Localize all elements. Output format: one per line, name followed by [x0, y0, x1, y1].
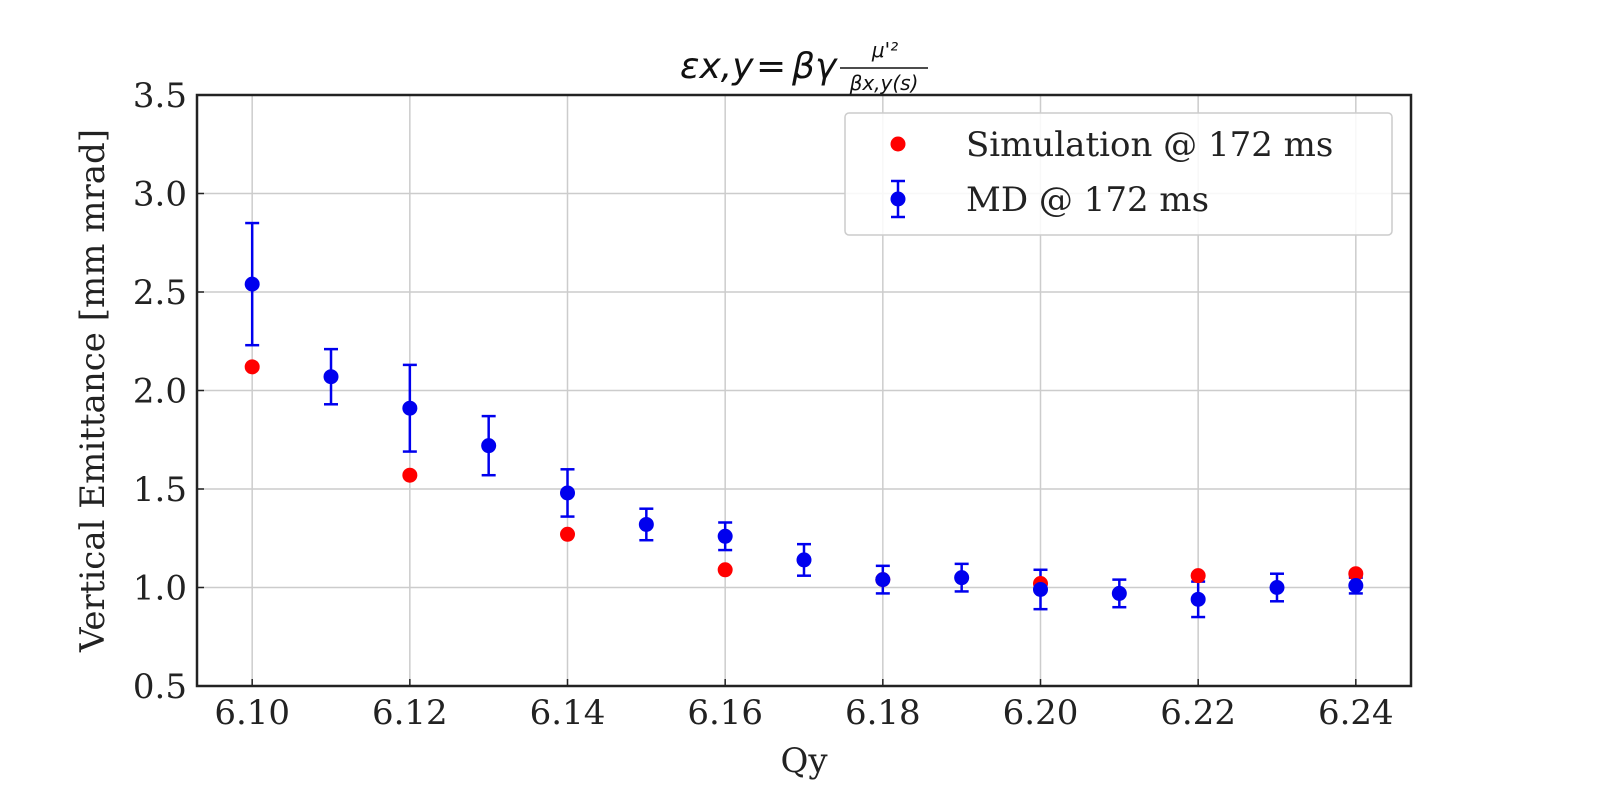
md-point: [481, 438, 497, 454]
x-tick-label: 6.22: [1160, 693, 1236, 733]
md-point: [1190, 591, 1206, 607]
md-point: [717, 528, 733, 544]
simulation-point: [244, 359, 260, 375]
ticks: 6.10 6.12 6.14 6.16 6.18 6.20 6.22 6.24 0.5 1.0 1.…: [133, 76, 1394, 733]
md-point: [323, 369, 339, 385]
title-numerator: μ'²: [871, 38, 898, 62]
legend-marker-md: [890, 191, 906, 207]
title-lhs: εx,y: [680, 46, 754, 87]
title-denominator: βx,y(s): [849, 71, 919, 95]
x-tick-label: 6.18: [845, 693, 921, 733]
md-point: [1032, 581, 1048, 597]
legend-marker-simulation: [890, 136, 906, 152]
md-point: [875, 572, 891, 588]
chart-title: εx,y = βγ μ'² βx,y(s): [680, 38, 928, 95]
y-tick-label: 3.5: [133, 76, 187, 116]
x-tick-label: 6.14: [530, 693, 606, 733]
simulation-point: [402, 467, 418, 483]
legend-box: [844, 112, 1393, 236]
legend-label-md: MD @ 172 ms: [966, 180, 1209, 220]
simulation-point: [560, 526, 576, 542]
simulation-point: [1190, 568, 1206, 584]
simulation-point: [1348, 566, 1364, 582]
title-rhs: βγ: [791, 46, 838, 87]
y-tick-label: 2.0: [133, 372, 187, 412]
simulation-point: [717, 562, 733, 578]
md-point: [954, 570, 970, 586]
md-point: [638, 516, 654, 532]
md-point: [402, 400, 418, 416]
title-equals: =: [756, 46, 786, 87]
legend-label-simulation: Simulation @ 172 ms: [966, 125, 1333, 165]
md-point: [1348, 578, 1364, 594]
y-tick-label: 1.5: [133, 470, 187, 510]
y-tick-label: 2.5: [133, 273, 187, 313]
x-tick-label: 6.16: [687, 693, 763, 733]
x-tick-label: 6.24: [1318, 693, 1394, 733]
x-tick-label: 6.12: [372, 693, 448, 733]
y-tick-label: 1.0: [133, 569, 187, 609]
md-point: [1269, 580, 1285, 595]
y-tick-label: 0.5: [133, 667, 187, 707]
x-tick-label: 6.10: [214, 693, 290, 733]
x-tick-label: 6.20: [1003, 693, 1079, 733]
y-tick-label: 3.0: [133, 175, 187, 215]
md-point: [244, 276, 260, 292]
x-axis-label: Qy: [780, 741, 828, 781]
md-point: [1111, 585, 1127, 601]
data-points: [244, 276, 1364, 607]
y-axis-label: Vertical Emittance [mm mrad]: [73, 129, 113, 653]
legend: Simulation @ 172 ms MD @ 172 ms: [844, 112, 1393, 236]
md-point: [796, 552, 812, 568]
md-point: [560, 485, 576, 501]
